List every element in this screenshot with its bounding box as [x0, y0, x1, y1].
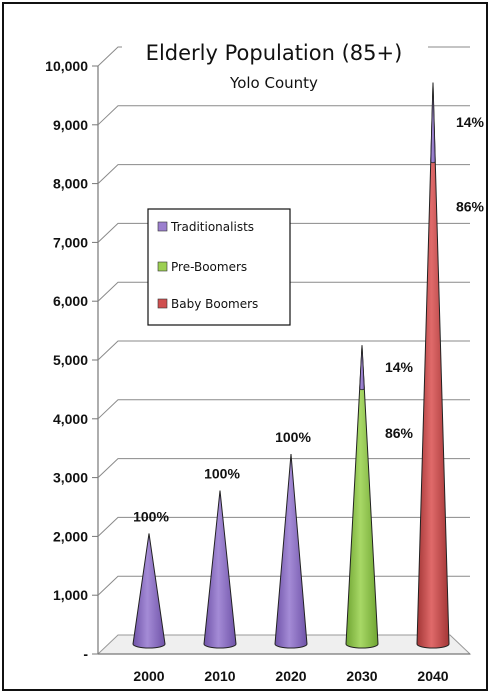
y-tick-label: 1,000: [53, 587, 88, 603]
legend-item-baby-boomers: Baby Boomers: [157, 297, 258, 311]
x-label-2030: 2030: [346, 668, 377, 684]
gridline: [97, 340, 470, 361]
data-label-2030-top: 14%: [385, 359, 414, 375]
legend-item-pre-boomers: Pre-Boomers: [157, 260, 247, 274]
y-tick-label: 8,000: [53, 176, 88, 192]
legend-label-baby-boomers: Baby Boomers: [171, 297, 258, 311]
y-tick-label: 3,000: [53, 470, 88, 486]
gridline: [97, 222, 470, 243]
chart-svg: - 1,000 2,000 3,000 4,000 5,000 6,000 7,000 8,00…: [45, 34, 485, 684]
y-tick-label: 9,000: [53, 117, 88, 133]
data-label-2030-body: 86%: [385, 425, 414, 441]
y-tick-label: 5,000: [53, 352, 88, 368]
legend-swatch-baby-boomers: [157, 298, 168, 309]
legend-label-traditionalists: Traditionalists: [170, 220, 254, 234]
y-tick-label: 7,000: [53, 234, 88, 250]
x-label-2000: 2000: [133, 668, 164, 684]
x-label-2010: 2010: [204, 668, 235, 684]
y-tick-label: 4,000: [53, 411, 88, 427]
cone-2030-cap-traditionalists: [359, 345, 365, 391]
gridline: [97, 458, 470, 478]
legend: Traditionalists Pre-Boomers Baby Boomers: [147, 208, 291, 326]
legend-swatch-traditionalists: [157, 221, 168, 232]
y-tick-label: 2,000: [53, 528, 88, 544]
gridline: [97, 399, 470, 420]
data-label-2020: 100%: [275, 429, 311, 445]
legend-label-pre-boomers: Pre-Boomers: [171, 260, 247, 274]
cone-2020-traditionalists: [274, 454, 308, 649]
gridline: [97, 164, 470, 184]
cone-2000-traditionalists: [132, 533, 166, 649]
data-label-2040-body: 86%: [456, 198, 485, 214]
legend-swatch-pre-boomers: [157, 261, 168, 272]
data-label-2000: 100%: [133, 508, 169, 524]
gridline: [97, 281, 470, 302]
cone-2030-pre-boomers: [345, 345, 379, 649]
y-tick-label: 10,000: [45, 58, 88, 74]
data-labels: 100% 100% 100% 14% 86% 14% 86%: [133, 114, 484, 525]
legend-item-traditionalists: Traditionalists: [157, 220, 254, 234]
x-axis-categories: 2000 2010 2020 2030 2040: [133, 668, 448, 684]
x-label-2020: 2020: [275, 668, 306, 684]
chart-subtitle: Yolo County: [229, 74, 318, 92]
cone-2010-traditionalists: [203, 490, 237, 649]
legend-box: [147, 208, 291, 326]
x-label-2040: 2040: [417, 668, 448, 684]
y-tick-label: -: [83, 646, 88, 662]
data-label-2010: 100%: [204, 466, 240, 482]
y-axis-ticks: - 1,000 2,000 3,000 4,000 5,000 6,000 7,000 8,00…: [45, 58, 98, 662]
chart-frame: - 1,000 2,000 3,000 4,000 5,000 6,000 7,000 8,00…: [2, 2, 488, 691]
gridline: [97, 105, 470, 126]
cones: [132, 82, 450, 649]
title-background: [122, 34, 428, 102]
cone-2040-baby-boomers: [416, 82, 450, 649]
chart-title: Elderly Population (85+): [146, 41, 403, 65]
cone-2040-cap-traditionalists: [430, 82, 436, 164]
y-tick-label: 6,000: [53, 293, 88, 309]
data-label-2040-top: 14%: [456, 114, 485, 130]
